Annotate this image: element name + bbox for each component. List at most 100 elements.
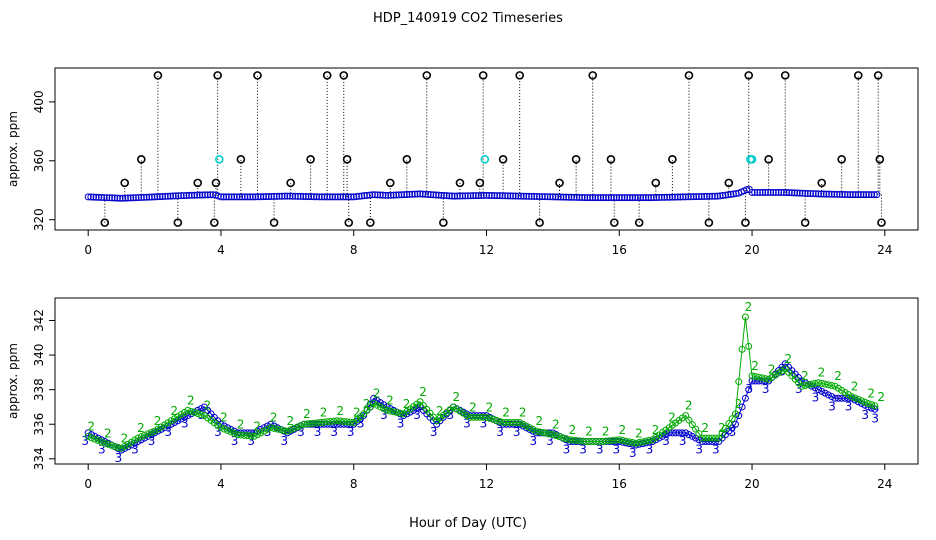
baseline-point	[530, 192, 538, 200]
series-2-point	[695, 430, 703, 438]
series-3-point	[831, 394, 839, 402]
baseline-point	[185, 191, 193, 199]
baseline-point	[549, 193, 557, 201]
series-2-point	[257, 429, 265, 437]
spike-point	[780, 71, 790, 80]
baseline-point	[849, 191, 857, 199]
baseline-point	[440, 192, 448, 200]
series-2-point	[751, 373, 759, 381]
baseline-point	[310, 193, 318, 201]
series-3-marker: 3	[596, 443, 604, 457]
spike-point	[100, 218, 110, 227]
series-2-point	[539, 429, 547, 437]
series-3-marker: 3	[446, 408, 454, 422]
series-2-point	[569, 436, 577, 444]
baseline-point	[483, 191, 490, 199]
series-3-marker: 3	[662, 434, 670, 448]
series-3-marker: 3	[871, 411, 879, 425]
baseline-point	[291, 192, 299, 200]
series-2-point	[758, 374, 766, 382]
baseline-point	[119, 194, 127, 202]
series-2-point	[307, 420, 315, 428]
series-2-point	[552, 432, 560, 440]
series-2-point	[267, 424, 275, 432]
series-2-point	[801, 381, 809, 389]
baseline-point	[172, 192, 180, 200]
series-2-point	[509, 419, 517, 426]
baseline-point	[798, 189, 806, 197]
baseline-point	[374, 191, 382, 199]
baseline-point	[453, 192, 461, 200]
baseline-point	[783, 189, 791, 197]
baseline-point	[151, 193, 159, 201]
series-3-marker: 3	[513, 425, 521, 439]
series-2-point	[376, 403, 384, 411]
baseline-point	[493, 192, 501, 200]
series-2-point	[386, 407, 394, 415]
baseline-point	[307, 193, 315, 201]
baseline-point	[196, 191, 204, 199]
baseline-point	[313, 193, 321, 201]
series-2-point	[599, 438, 607, 446]
spike-point	[344, 218, 354, 227]
spike-point	[339, 71, 349, 80]
series-2-point	[237, 431, 245, 439]
baseline-point	[671, 193, 679, 201]
baseline-point	[228, 193, 236, 201]
series-2-point	[532, 427, 540, 435]
series-2-point	[811, 379, 819, 387]
series-2-point	[529, 425, 537, 433]
series-2-point	[141, 431, 149, 439]
series-2-point	[101, 439, 109, 447]
baseline-point	[259, 193, 267, 201]
baseline-point	[384, 191, 392, 199]
spike-point	[153, 71, 163, 80]
top-x-tick-label: 0	[84, 243, 92, 257]
series-2-point	[579, 437, 587, 445]
spike-point	[741, 218, 750, 227]
x-axis-label: Hour of Day (UTC)	[409, 516, 527, 531]
series-2-marker: 2	[336, 404, 344, 418]
bottom-x-tick-label: 24	[877, 477, 892, 491]
series-3-point	[735, 412, 743, 420]
series-3-marker: 3	[712, 443, 720, 457]
baseline-point	[103, 194, 111, 202]
series-3-point	[170, 419, 178, 426]
series-2-point	[194, 410, 202, 418]
series-2-point	[383, 406, 391, 414]
baseline-point	[238, 193, 246, 201]
baseline-point	[445, 192, 453, 200]
series-2-point	[506, 419, 514, 426]
baseline-point	[552, 193, 560, 201]
baseline-point	[751, 188, 759, 196]
series-2-point	[489, 415, 497, 423]
baseline-point	[644, 194, 652, 202]
series-2-point	[499, 419, 507, 426]
baseline-point	[193, 191, 201, 199]
series-2-point	[692, 425, 700, 433]
baseline-point	[501, 192, 509, 200]
baseline-point	[594, 194, 602, 202]
series-2-point	[824, 381, 832, 389]
baseline-point	[87, 193, 95, 201]
baseline-point	[328, 193, 336, 201]
baseline-point	[647, 194, 655, 202]
baseline-point	[679, 193, 687, 201]
series-2-point	[300, 420, 308, 428]
baseline-point	[124, 194, 132, 202]
baseline-point	[541, 193, 549, 201]
baseline-point	[629, 194, 637, 202]
baseline-point	[565, 193, 573, 201]
baseline-point	[623, 194, 631, 202]
baseline-point	[469, 192, 477, 200]
series-3-marker: 3	[347, 425, 355, 439]
series-3-point	[688, 432, 696, 440]
baseline-point	[703, 192, 711, 200]
baseline-point	[860, 191, 868, 199]
series-2-point	[197, 411, 205, 419]
baseline-point	[270, 192, 278, 200]
series-2-point	[725, 420, 733, 428]
top-y-tick-label: 400	[32, 90, 46, 113]
